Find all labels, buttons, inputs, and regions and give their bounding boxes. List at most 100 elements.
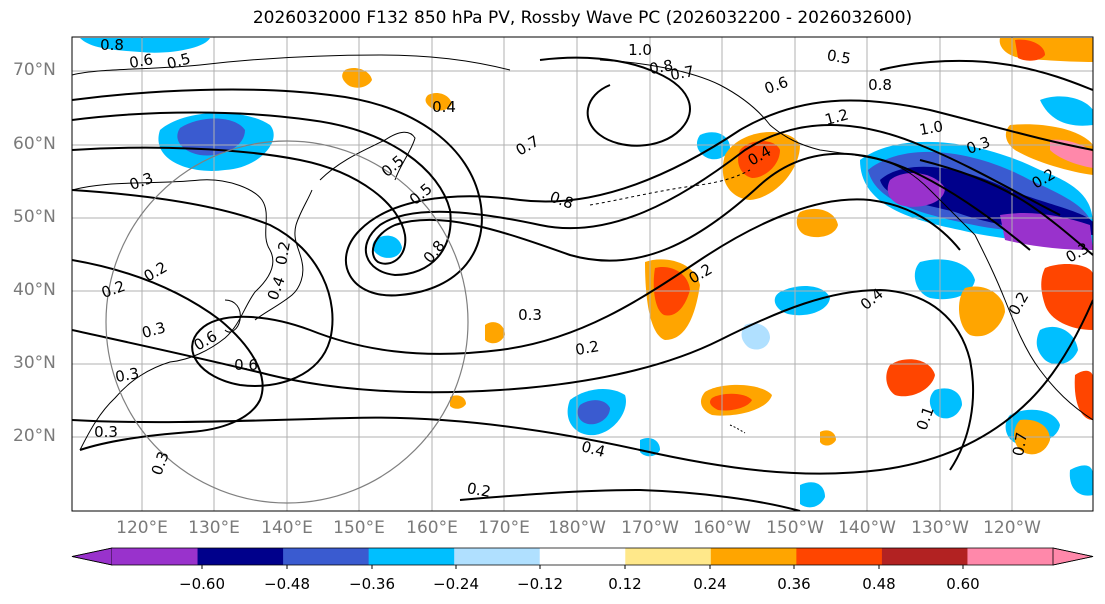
pos-blob-12 [342, 68, 372, 88]
lat-tick-label: 30°N [13, 353, 56, 373]
contour-label: 0.2 [466, 479, 493, 501]
lon-tick-label: 120°E [116, 518, 168, 538]
lat-tick-label: 60°N [13, 134, 56, 154]
contour-label: 0.8 [868, 76, 892, 94]
coast-alaska [599, 59, 976, 236]
contour-label: 0.5 [826, 46, 853, 68]
colorbar-tick-label: 0.48 [862, 575, 896, 593]
neg-blob-9 [1036, 326, 1078, 365]
neg-blob-nw-core [177, 118, 245, 156]
contour-6 [72, 288, 975, 471]
colorbar-segment [625, 548, 712, 565]
contour-label: 1.0 [628, 41, 652, 59]
coastlines [72, 54, 1093, 451]
lon-tick-label: 140°W [838, 518, 896, 538]
pos-blob-4-core [1050, 139, 1093, 168]
lon-tick-label: 160°W [693, 518, 751, 538]
coast-aleutians [589, 169, 751, 206]
lat-tick-label: 70°N [13, 60, 56, 80]
contour-label: 0.3 [94, 423, 118, 441]
neg-blob-1-core [577, 400, 610, 425]
lat-tick-label: 50°N [13, 207, 56, 227]
contour-8 [539, 56, 691, 147]
colorbar-tick-label: 0.60 [946, 575, 980, 593]
coast-asia [72, 179, 274, 451]
contour-5 [72, 259, 264, 451]
contour-label: 1.2 [823, 105, 851, 129]
pos-blob-6 [958, 286, 1005, 337]
lon-tick-label: 140°E [261, 518, 313, 538]
coast-korea [224, 299, 241, 333]
colorbar-tick-label: −0.24 [433, 575, 479, 593]
colorbar-tick-label: 0.36 [777, 575, 811, 593]
coast-japan [254, 189, 313, 321]
contour-10 [919, 159, 1093, 256]
pos-blob-15 [450, 395, 466, 409]
contour-label: 0.8 [648, 56, 675, 78]
pos-blob-9 [796, 208, 838, 238]
contour-label: 0.3 [140, 318, 168, 342]
contour-4 [72, 189, 961, 387]
contour-3 [72, 146, 1031, 265]
pos-blob-17 [1015, 39, 1045, 61]
pos-blob-3-core [710, 393, 752, 411]
pv-shading [80, 38, 1093, 508]
pos-blob-7 [1041, 264, 1093, 330]
range-circle [105, 140, 469, 504]
pos-blob-14 [485, 322, 505, 344]
lon-tick-label: 120°W [983, 518, 1041, 538]
coast-hawaii [729, 424, 746, 434]
colorbar-extend-low [71, 547, 113, 566]
neg-blob-8 [800, 482, 825, 508]
neg-blob-5 [1069, 465, 1093, 496]
contour-label: 0.2 [574, 337, 601, 359]
neg-blob-2 [774, 286, 830, 316]
colorbar-segment [368, 548, 455, 565]
lon-tick-label: 130°W [911, 518, 969, 538]
colorbar-tick-label: −0.48 [264, 575, 310, 593]
contour-2 [72, 111, 1061, 277]
colorbar-segment [881, 548, 968, 565]
figure-title: 2026032000 F132 850 hPa PV, Rossby Wave … [252, 8, 913, 28]
colorbar-segment [710, 548, 797, 565]
colorbar-segment [454, 548, 541, 565]
contour-label: 1.0 [918, 117, 945, 139]
contour-11 [459, 488, 801, 511]
colorbar-tick-label: 0.12 [608, 575, 642, 593]
contour-label: 0.6 [128, 50, 155, 72]
colorbar-tick-label: 0.24 [693, 575, 727, 593]
lon-tick-label: 180°W [548, 518, 606, 538]
contour-label: 0.6 [234, 356, 258, 374]
neg-blob-top [80, 38, 210, 53]
pos-blob-16 [820, 430, 836, 446]
pos-blob-1-core [738, 141, 780, 178]
contour-label: 0.5 [165, 49, 193, 73]
colorbar-segment [283, 548, 370, 565]
colorbar-segment [796, 548, 883, 565]
colorbar-segment [197, 548, 284, 565]
neg-blob-10 [741, 323, 770, 350]
lon-tick-label: 170°W [621, 518, 679, 538]
contour-label: 0.7 [1009, 431, 1031, 458]
coast-na [974, 234, 1093, 421]
neg-blob-12 [1040, 96, 1093, 126]
map-frame [71, 36, 1094, 512]
lon-tick-label: 150°E [333, 518, 385, 538]
contour-7 [72, 299, 1093, 475]
contour-label: 0.3 [518, 306, 542, 324]
neg-blob-coast [1000, 213, 1093, 250]
lon-tick-label: 150°W [766, 518, 824, 538]
contour-label: 0.3 [114, 364, 141, 386]
colorbar-segment [967, 548, 1054, 565]
contour-label: 0.4 [579, 437, 607, 461]
colorbar-tick-label: −0.12 [517, 575, 563, 593]
neg-blob-6 [372, 235, 402, 258]
contour-9 [879, 59, 1093, 91]
lon-tick-label: 170°E [478, 518, 530, 538]
lon-tick-label: 160°E [406, 518, 458, 538]
neg-blob-3 [914, 259, 975, 300]
contour-label: 0.8 [100, 36, 124, 54]
lon-tick-label: 130°E [188, 518, 240, 538]
colorbar-tick-label: −0.36 [349, 575, 395, 593]
